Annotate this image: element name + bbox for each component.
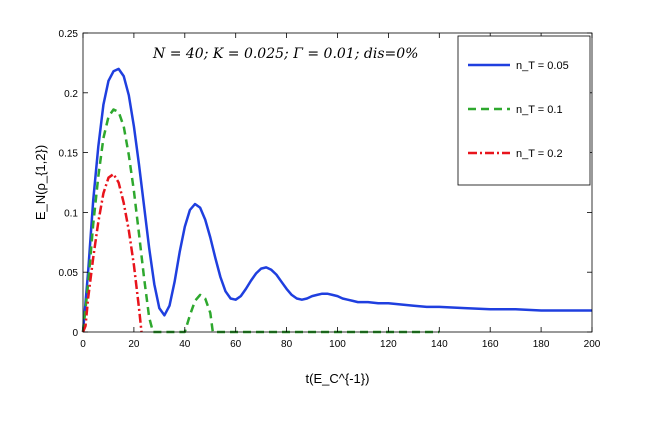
legend-label-2: n_T = 0.1 bbox=[516, 104, 563, 116]
chart-annotation: N = 40; K = 0.025; Γ = 0.01; dis=0% bbox=[152, 46, 418, 62]
legend: n_T = 0.05 n_T = 0.1 n_T = 0.2 bbox=[457, 35, 591, 186]
series-line-3 bbox=[81, 172, 143, 333]
y-tick-label: 0.05 bbox=[59, 268, 79, 279]
series-line-1 bbox=[81, 67, 592, 333]
y-tick-label: 0.15 bbox=[59, 149, 79, 160]
legend-label-1: n_T = 0.05 bbox=[516, 60, 569, 72]
x-tick-label: 0 bbox=[80, 339, 86, 350]
x-tick-label: 80 bbox=[281, 339, 293, 350]
ticks-layer: 0 20 40 60 80 100 120 140 160 180 200 0 0.05 0.1 0.15 0… bbox=[59, 29, 601, 350]
x-axis-label: t(E_C^{-1}) bbox=[306, 371, 370, 386]
x-tick-label: 200 bbox=[584, 339, 601, 350]
x-tick-label: 40 bbox=[179, 339, 191, 350]
x-tick-label: 120 bbox=[380, 339, 397, 350]
y-tick-label: 0 bbox=[72, 328, 78, 339]
legend-label-3: n_T = 0.2 bbox=[516, 148, 563, 160]
x-tick-label: 20 bbox=[128, 339, 140, 350]
x-tick-label: 140 bbox=[431, 339, 448, 350]
y-tick-label: 0.25 bbox=[59, 29, 79, 40]
y-tick-label: 0.2 bbox=[64, 89, 78, 100]
x-tick-label: 100 bbox=[329, 339, 346, 350]
x-tick-label: 160 bbox=[482, 339, 499, 350]
y-tick-label: 0.1 bbox=[64, 208, 78, 219]
legend-box bbox=[457, 35, 591, 186]
x-tick-label: 180 bbox=[533, 339, 550, 350]
y-axis-label: E_N(ρ_{1,2}) bbox=[33, 145, 48, 220]
x-tick-label: 60 bbox=[230, 339, 242, 350]
